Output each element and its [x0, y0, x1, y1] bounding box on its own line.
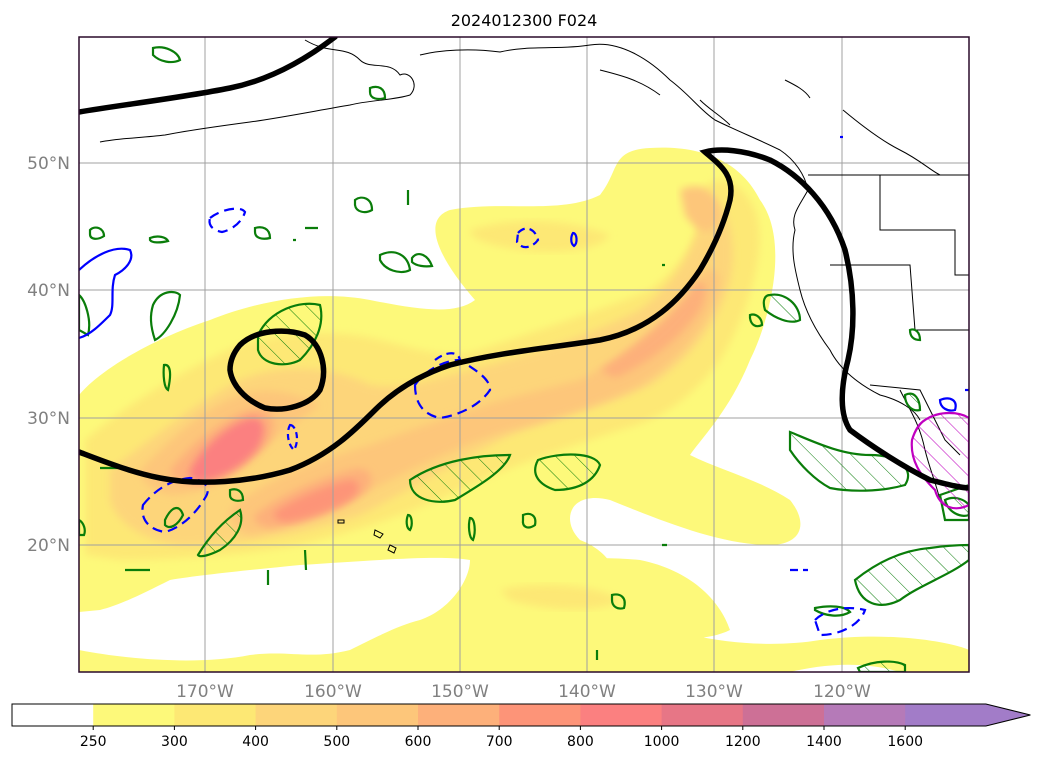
green-contours	[149, 290, 969, 672]
jet-contours	[79, 37, 969, 491]
colorbar-segment	[336, 704, 419, 726]
lon-label-140w: 140°W	[558, 682, 616, 702]
map-area	[79, 37, 969, 672]
lon-label-170w: 170°W	[176, 682, 234, 702]
latitude-labels: 50°N 40°N 30°N 20°N	[27, 154, 70, 556]
colorbar-tick-label: 1600	[887, 734, 923, 750]
colorbar-segment	[742, 704, 825, 726]
ivt-band-600-c	[600, 281, 706, 378]
colorbar-segment	[418, 704, 500, 726]
colorbar-tick-label: 400	[242, 734, 269, 750]
colorbar-tick-label: 1400	[806, 734, 842, 750]
colorbar-outline	[11, 703, 1031, 727]
colorbar-segment	[174, 704, 257, 726]
colorbar-tick-label: 1200	[725, 734, 761, 750]
ivt-band-800	[189, 417, 264, 482]
ivt-band-500-c	[680, 186, 720, 232]
colorbar-segment	[905, 704, 1031, 726]
lat-label-30: 30°N	[27, 409, 70, 429]
graticule	[79, 37, 969, 672]
closed-low-contour	[227, 328, 327, 412]
map-title: 2024012300 F024	[451, 11, 598, 30]
colorbar-tick-label: 1000	[644, 734, 680, 750]
ivt-band-800-b	[274, 480, 359, 522]
colorbar-segment	[499, 704, 581, 726]
colorbar-tick-label: 600	[405, 734, 432, 750]
lon-label-120w: 120°W	[813, 682, 871, 702]
colorbar-segment	[255, 704, 338, 726]
lon-label-150w: 150°W	[431, 682, 489, 702]
colorbar-segment	[580, 704, 663, 726]
colorbar-tick-label: 250	[80, 734, 107, 750]
green-contours-small	[79, 46, 969, 660]
ivt-band-400	[110, 198, 733, 545]
lon-label-160w: 160°W	[304, 682, 362, 702]
colorbar-tick-label: 700	[486, 734, 513, 750]
colorbar-segment	[824, 704, 906, 726]
lat-label-20: 20°N	[27, 536, 70, 556]
colorbar-segment	[661, 704, 744, 726]
colorbar: 250 300 400 500 600 700 800 1000 1200 1400 1600	[11, 703, 1031, 750]
colorbar-tick-label: 300	[161, 734, 188, 750]
colorbar-segment	[93, 704, 175, 726]
lon-label-130w: 130°W	[685, 682, 743, 702]
blue-contours	[79, 135, 969, 637]
map-frame	[78, 36, 970, 673]
colorbar-tick-label: 800	[567, 734, 594, 750]
ivt-band-300-c	[500, 584, 620, 610]
lat-label-50: 50°N	[27, 154, 70, 174]
longitude-labels: 170°W 160°W 150°W 140°W 130°W 120°W	[176, 682, 871, 702]
colorbar-tick-label: 500	[323, 734, 350, 750]
ivt-shading	[79, 147, 969, 672]
lat-label-40: 40°N	[27, 281, 70, 301]
ivt-band-500-b	[229, 269, 720, 535]
colorbar-segment	[12, 704, 94, 726]
coastlines	[99, 39, 969, 554]
